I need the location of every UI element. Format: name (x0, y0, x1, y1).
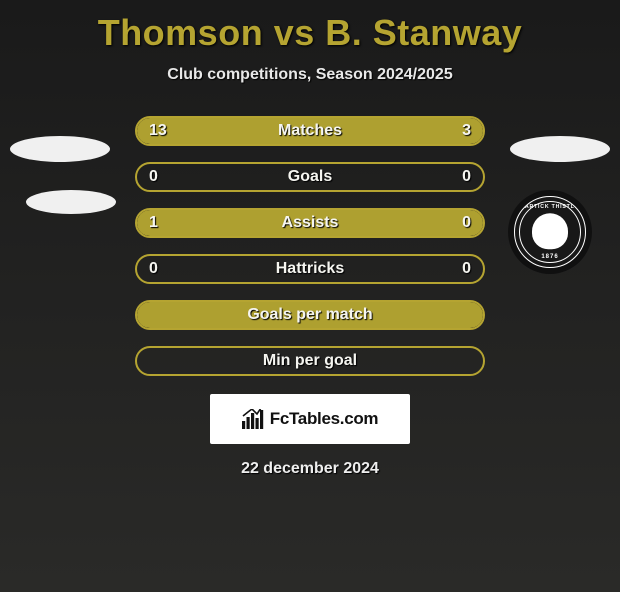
stat-value-left: 13 (149, 118, 167, 144)
stat-label: Goals (137, 164, 483, 190)
stat-value-right: 3 (462, 118, 471, 144)
stat-value-right: 0 (462, 210, 471, 236)
stat-value-right: 0 (462, 164, 471, 190)
date-label: 22 december 2024 (0, 460, 620, 478)
stat-value-right: 0 (462, 256, 471, 282)
stat-row: 10Assists (135, 208, 485, 238)
stat-value-left: 0 (149, 256, 158, 282)
stat-label: Min per goal (137, 348, 483, 374)
stat-label: Hattricks (137, 256, 483, 282)
badge-bottom-text: 1876 (515, 254, 585, 260)
stat-row: Min per goal (135, 346, 485, 376)
player-left-avatar (10, 136, 110, 162)
logo-text: FcTables.com (270, 409, 379, 429)
fctables-logo: FcTables.com (210, 394, 410, 444)
badge-top-text: PARTICK THISTLE (515, 204, 585, 210)
player-right-avatar (510, 136, 610, 162)
bar-chart-icon (242, 409, 264, 429)
subtitle: Club competitions, Season 2024/2025 (0, 66, 620, 84)
club-badge-right: PARTICK THISTLE 1876 (508, 190, 592, 274)
page-title: Thomson vs B. Stanway (0, 12, 620, 54)
player-left-club-avatar (26, 190, 116, 214)
stat-row: Goals per match (135, 300, 485, 330)
stat-row: 0 0Hattricks (135, 254, 485, 284)
stat-value-left: 1 (149, 210, 158, 236)
stat-row: 133Matches (135, 116, 485, 146)
stat-value-left: 0 (149, 164, 158, 190)
stat-row: 0 0Goals (135, 162, 485, 192)
